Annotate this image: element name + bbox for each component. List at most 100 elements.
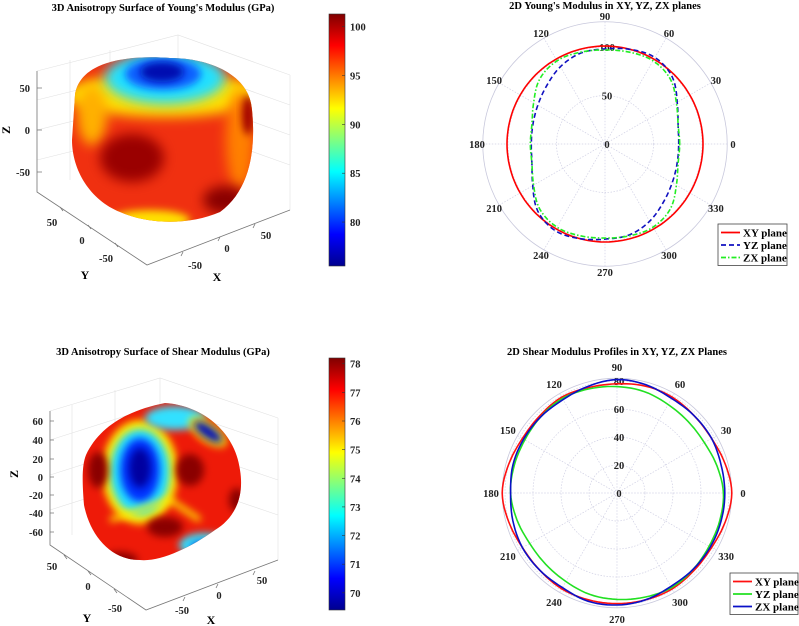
y-tick: 0 — [85, 582, 90, 593]
angle-tick-label: 270 — [597, 268, 613, 279]
young-colorbar: 100 95 90 85 80 — [328, 13, 366, 267]
y-tick: 50 — [47, 562, 58, 573]
angle-tick-label: 90 — [600, 12, 611, 23]
colorbar-tick-label: 72 — [350, 532, 361, 543]
young-3d-surface — [72, 57, 254, 222]
shear-polar-plot: 0 20 40 60 80 0 30 60 90 120 150 180 210 240 270 300 330… — [483, 363, 799, 626]
legend-label: YZ plane — [755, 589, 799, 601]
shear-3d-ticks: 60 40 20 0 -20 -40 -60 50 0 -50 -50 0 50… — [7, 417, 267, 626]
colorbar-tick-label: 77 — [350, 388, 361, 399]
radial-tick-label: 20 — [614, 461, 625, 472]
z-axis-label: Z — [0, 126, 13, 134]
z-tick: -20 — [29, 491, 43, 502]
polar-grid-ring — [588, 464, 646, 522]
angle-tick-label: 330 — [718, 552, 734, 563]
y-axis-label: Y — [81, 268, 90, 282]
angle-tick-label: 0 — [740, 489, 745, 500]
angle-tick-label: 180 — [469, 140, 485, 151]
legend-label: ZX plane — [743, 253, 787, 265]
colorbar-gradient — [328, 357, 346, 611]
young-polar-plot: 0 50 100 0 30 60 90 120 150 180 210 240 270 300 330 XY … — [469, 12, 788, 279]
colorbar-tick-label: 71 — [350, 560, 361, 571]
x-tick: -50 — [188, 261, 202, 272]
angle-tick-label: 120 — [533, 29, 549, 40]
z-tick: 0 — [25, 126, 30, 137]
x-tick: 0 — [216, 591, 221, 602]
z-tick: 60 — [33, 417, 44, 428]
polar-spoke — [517, 435, 717, 551]
radial-tick-label: 0 — [604, 140, 609, 151]
y-axis-label: Y — [83, 611, 92, 625]
angle-tick-label: 150 — [486, 76, 502, 87]
angle-tick-label: 270 — [609, 615, 625, 626]
angle-tick-label: 30 — [721, 426, 732, 437]
y-tick: -50 — [108, 604, 122, 615]
colorbar-tick-label: 80 — [350, 218, 361, 229]
colorbar-tick-label: 78 — [350, 360, 361, 371]
angle-tick-label: 330 — [708, 204, 724, 215]
legend-label: YZ plane — [743, 240, 787, 252]
angle-tick-label: 300 — [661, 251, 677, 262]
series-line-zx-plane — [509, 378, 726, 606]
angle-tick-label: 150 — [500, 426, 516, 437]
colorbar-tick-label: 90 — [350, 120, 361, 131]
angle-tick-label: 300 — [672, 598, 688, 609]
series-line-yz-plane — [530, 47, 680, 241]
y-tick: 50 — [47, 218, 58, 229]
polar-grid-ring — [560, 436, 674, 550]
shear-3d-surface — [82, 403, 242, 561]
radial-tick-label: 50 — [602, 92, 613, 103]
angle-tick-label: 240 — [533, 251, 549, 262]
z-axis-label: Z — [7, 470, 21, 478]
colorbar-tick-label: 75 — [350, 446, 361, 457]
radial-tick-label: 80 — [614, 377, 625, 388]
y-tick: 0 — [79, 236, 84, 247]
x-tick: 0 — [224, 244, 229, 255]
radial-tick-label: 60 — [614, 405, 625, 416]
z-tick: -40 — [29, 509, 43, 520]
z-tick: 50 — [20, 84, 31, 95]
angle-tick-label: 60 — [675, 380, 686, 391]
x-tick: 50 — [261, 231, 272, 242]
y-tick: -50 — [99, 254, 113, 265]
angle-tick-label: 60 — [664, 29, 675, 40]
polar-grid-ring — [556, 95, 654, 193]
angle-tick-label: 240 — [546, 598, 562, 609]
colorbar-tick-label: 95 — [350, 72, 361, 83]
shear-3d-title: 3D Anisotropy Surface of Shear Modulus (… — [56, 347, 270, 358]
angle-tick-label: 0 — [730, 140, 735, 151]
angle-tick-label: 210 — [486, 204, 502, 215]
young-3d-title: 3D Anisotropy Surface of Young's Modulus… — [52, 3, 275, 14]
colorbar-tick-label: 100 — [350, 23, 366, 34]
colorbar-tick-label: 70 — [350, 589, 361, 600]
series-line-xy-plane — [501, 382, 733, 605]
young-3d-ticks: 50 0 -50 50 0 -50 -50 0 50 Z Y X — [0, 84, 271, 284]
legend-label: ZX plane — [755, 602, 799, 614]
polar-grid-ring — [504, 380, 730, 606]
colorbar-tick-label: 74 — [350, 474, 361, 485]
x-tick: 50 — [257, 576, 268, 587]
z-tick: -60 — [29, 528, 43, 539]
z-tick: 20 — [33, 455, 44, 466]
z-tick: 40 — [33, 436, 44, 447]
young-3d-panel: 3D Anisotropy Surface of Young's Modulus… — [0, 3, 366, 284]
young-polar-title: 2D Young's Modulus in XY, YZ, ZX planes — [509, 1, 701, 12]
colorbar-tick-label: 85 — [350, 169, 361, 180]
series-line-xy-plane — [506, 45, 704, 243]
radial-tick-label: 0 — [616, 489, 621, 500]
angle-tick-label: 210 — [500, 552, 516, 563]
x-axis-label: X — [213, 270, 222, 284]
legend-label: XY plane — [755, 577, 799, 589]
series-line-zx-plane — [529, 49, 681, 239]
z-tick: 0 — [38, 473, 43, 484]
young-polar-panel: 2D Young's Modulus in XY, YZ, ZX planes … — [469, 1, 788, 279]
shear-colorbar: 78 77 76 75 74 73 72 71 70 — [328, 357, 361, 611]
legend-label: XY plane — [743, 228, 787, 240]
angle-tick-label: 180 — [483, 489, 499, 500]
x-tick: -50 — [175, 606, 189, 617]
angle-tick-label: 90 — [612, 363, 623, 374]
x-axis-label: X — [207, 613, 216, 626]
